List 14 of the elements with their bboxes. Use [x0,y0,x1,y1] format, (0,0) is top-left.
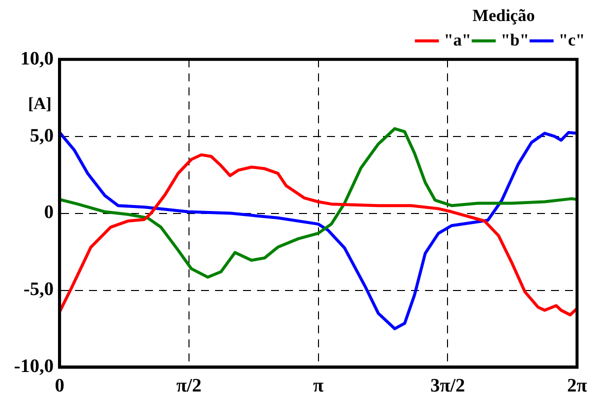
y-tick-label: -5,0 [24,279,54,300]
y-tick-label: 0 [44,202,54,224]
y-axis-title: [A] [28,94,52,113]
x-tick-label: 2π [567,376,588,397]
x-tick-label: 3π/2 [430,376,466,397]
legend-label: "c" [558,30,585,50]
y-tick-label: 10,0 [20,48,54,70]
x-tick-label: π [313,376,324,397]
x-tick-label: π/2 [176,376,202,397]
legend-label: "b" [500,30,530,50]
y-tick-label: 5,0 [30,125,54,146]
legend-label: "a" [444,30,472,50]
y-tick-label: -10,0 [14,356,54,378]
legend-title: Medição [472,6,535,25]
